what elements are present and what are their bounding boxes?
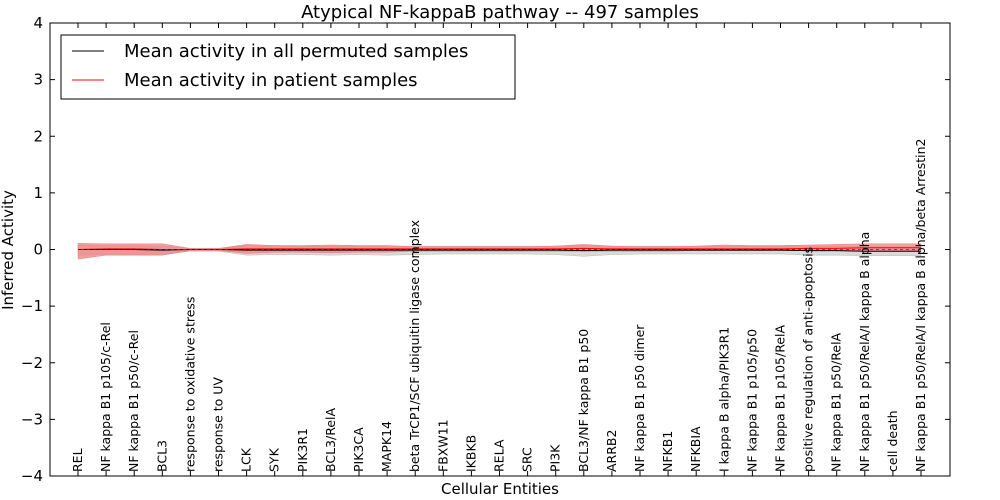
x-tick-label: NF kappa B1 p50/RelA bbox=[829, 332, 844, 472]
x-tick-label: NFKB1 bbox=[660, 431, 675, 472]
x-tick-label: NFKBIA bbox=[688, 426, 703, 472]
x-tick-label: REL bbox=[70, 448, 85, 472]
x-tick-label: SRC bbox=[520, 447, 535, 472]
x-tick-label: LCK bbox=[239, 447, 254, 472]
x-tick-label: PIK3R1 bbox=[295, 428, 310, 472]
x-tick-label: I kappa B alpha/PIK3R1 bbox=[716, 327, 731, 472]
y-tick-label: −1 bbox=[21, 297, 43, 315]
x-axis-label: Cellular Entities bbox=[441, 480, 559, 498]
error-band-patient bbox=[77, 243, 922, 260]
x-tick-label: ARRB2 bbox=[604, 430, 619, 472]
x-tick-label: IKBKB bbox=[463, 435, 478, 472]
x-tick-label: BCL3 bbox=[154, 440, 169, 472]
x-tick-label: RELA bbox=[492, 439, 507, 472]
x-tick-label: MAPK14 bbox=[379, 421, 394, 472]
x-tick-label: NF kappa B1 p50 dimer bbox=[632, 324, 647, 472]
x-tick-label: cell death bbox=[885, 410, 900, 472]
legend-box bbox=[60, 34, 516, 100]
y-tick-label: 3 bbox=[33, 71, 43, 89]
chart-title: Atypical NF-kappaB pathway -- 497 sample… bbox=[301, 2, 699, 23]
y-tick-label: 0 bbox=[33, 241, 43, 259]
legend: Mean activity in all permuted samples Mea… bbox=[60, 34, 516, 100]
series-lines bbox=[77, 247, 921, 252]
legend-label: Mean activity in patient samples bbox=[124, 70, 418, 91]
x-tick-label: beta TrCP1/SCF ubiquitin ligase complex bbox=[407, 220, 422, 472]
x-tick-label: NF kappa B1 p105/p50 bbox=[744, 329, 759, 472]
x-tick-label: NF kappa B1 p50/RelA/I kappa B alpha/bet… bbox=[913, 139, 928, 473]
error-bands bbox=[77, 243, 922, 260]
y-tick-label: −2 bbox=[21, 354, 43, 372]
x-tick-label: response to oxidative stress bbox=[182, 297, 197, 472]
y-tick-label: −4 bbox=[21, 467, 43, 485]
x-tick-label: PI3K bbox=[548, 444, 563, 472]
x-tick-label: NF kappa B1 p105/RelA bbox=[773, 325, 788, 472]
x-tick-label: NF kappa B1 p50/c-Rel bbox=[126, 330, 141, 472]
y-tick-label: 4 bbox=[33, 14, 43, 32]
x-tick-label: FBXW11 bbox=[435, 419, 450, 472]
x-tick-label: NF kappa B1 p50/RelA/I kappa B alpha bbox=[857, 232, 872, 472]
x-tick-label: positive regulation of anti-apoptosis bbox=[801, 247, 816, 472]
legend-label: Mean activity in all permuted samples bbox=[124, 41, 468, 62]
x-tick-label: BCL3/RelA bbox=[323, 408, 338, 472]
y-axis-label: Inferred Activity bbox=[0, 190, 17, 310]
x-tick-label: response to UV bbox=[211, 377, 226, 472]
x-tick-label: SYK bbox=[267, 447, 282, 472]
x-tick-label: PIK3CA bbox=[351, 427, 366, 472]
plot-area bbox=[77, 243, 922, 260]
x-tick-label: BCL3/NF kappa B1 p50 bbox=[576, 329, 591, 472]
y-tick-label: 2 bbox=[33, 127, 43, 145]
y-tick-label: −3 bbox=[21, 410, 43, 428]
y-axis: −4 −3 −2 −1 0 1 2 3 4 bbox=[21, 14, 950, 485]
x-axis: REL NF kappa B1 p105/c-Rel NF kappa B1 p50… bbox=[70, 23, 928, 476]
x-tick-label: NF kappa B1 p105/c-Rel bbox=[98, 322, 113, 472]
y-tick-label: 1 bbox=[33, 184, 43, 202]
